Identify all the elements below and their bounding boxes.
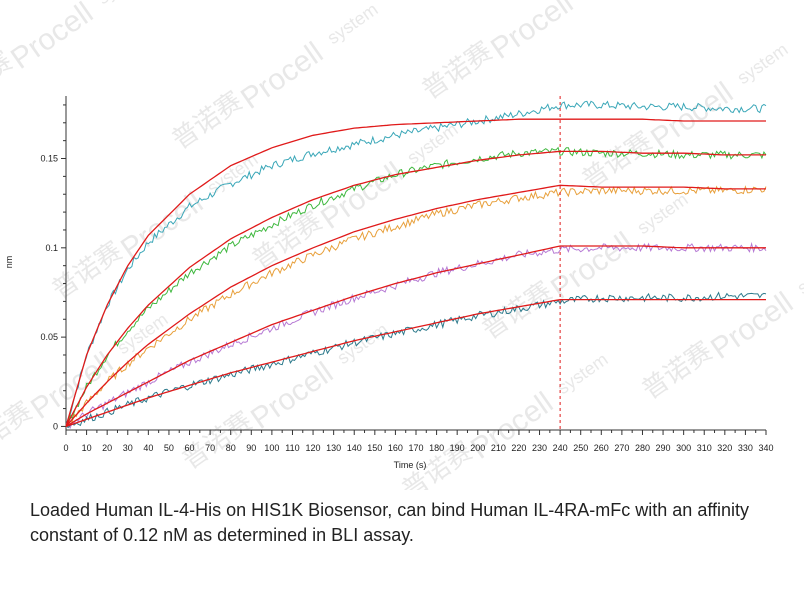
watermark-cn: 普诺赛 bbox=[637, 336, 718, 405]
fit-layer bbox=[65, 118, 766, 428]
watermark-brand: Procell bbox=[315, 156, 409, 236]
x-tick-label: 210 bbox=[491, 443, 506, 453]
x-tick-label: 90 bbox=[246, 443, 256, 453]
watermark-suffix: system bbox=[93, 0, 151, 8]
watermark-brand: Procell bbox=[5, 0, 99, 76]
y-tick-label: 0.05 bbox=[40, 332, 58, 342]
x-tick-label: 40 bbox=[143, 443, 153, 453]
watermark-suffix: system bbox=[733, 39, 791, 88]
x-tick-label: 170 bbox=[408, 443, 423, 453]
x-tick-label: 70 bbox=[205, 443, 215, 453]
fit-curve-4 bbox=[65, 245, 766, 427]
x-tick-label: 100 bbox=[264, 443, 279, 453]
x-tick-label: 80 bbox=[226, 443, 236, 453]
x-tick-label: 200 bbox=[470, 443, 485, 453]
watermark-cn: 普诺赛 bbox=[417, 36, 498, 105]
axes: 0 0.05 0.1 0.15 0 10 20 30 40 50 60 70 80 90 100 110 120… bbox=[4, 96, 774, 470]
x-tick-label: 160 bbox=[388, 443, 403, 453]
x-tick-label: 310 bbox=[697, 443, 712, 453]
y-axis-label: nm bbox=[4, 256, 14, 269]
watermark-cn: 普诺赛 bbox=[177, 406, 258, 475]
x-tick-label: 110 bbox=[285, 443, 299, 453]
fit-curve-5 bbox=[65, 298, 766, 428]
x-tick-label: 250 bbox=[573, 443, 588, 453]
x-tick-label: 10 bbox=[82, 443, 92, 453]
y-tick-label: 0.1 bbox=[45, 243, 58, 253]
sensor-trace-3 bbox=[65, 185, 767, 426]
x-tick-label: 280 bbox=[635, 443, 650, 453]
watermark-suffix: system bbox=[323, 0, 381, 48]
x-tick-label: 140 bbox=[347, 443, 362, 453]
watermark-brand: Procell bbox=[645, 76, 739, 156]
watermark-brand: Procell bbox=[485, 0, 579, 66]
watermark-cn: 普诺赛 bbox=[167, 86, 248, 155]
watermark-suffix: system bbox=[553, 349, 611, 398]
sensor-trace-2 bbox=[65, 146, 767, 425]
x-tick-label: 120 bbox=[306, 443, 321, 453]
fit-curve-3 bbox=[65, 184, 766, 427]
x-tick-label: 270 bbox=[614, 443, 629, 453]
x-tick-label: 320 bbox=[717, 443, 732, 453]
x-tick-label: 230 bbox=[532, 443, 547, 453]
watermark-brand: Procell bbox=[705, 286, 799, 366]
x-tick-label: 0 bbox=[63, 443, 68, 453]
fit-curve-2 bbox=[65, 150, 766, 427]
watermark-suffix: system bbox=[793, 249, 804, 298]
watermark-suffix: system bbox=[403, 119, 461, 168]
x-tick-label: 180 bbox=[429, 443, 444, 453]
x-tick-label: 30 bbox=[123, 443, 133, 453]
x-tick-label: 290 bbox=[656, 443, 671, 453]
x-tick-label: 50 bbox=[164, 443, 174, 453]
x-tick-label: 190 bbox=[450, 443, 465, 453]
binding-kinetics-chart: Procellsystem普诺赛Procellsystem普诺赛Procells… bbox=[0, 0, 804, 490]
watermark-layer: Procellsystem普诺赛Procellsystem普诺赛Procells… bbox=[0, 0, 804, 490]
sensor-trace-1 bbox=[65, 100, 767, 427]
y-tick-label: 0 bbox=[53, 421, 58, 431]
watermark-brand: Procell bbox=[545, 226, 639, 306]
watermark-cn: 普诺赛 bbox=[477, 276, 558, 345]
x-tick-label: 340 bbox=[758, 443, 773, 453]
watermark-brand: Procell bbox=[235, 36, 329, 116]
watermark-brand: Procell bbox=[465, 386, 559, 466]
x-tick-label: 220 bbox=[511, 443, 526, 453]
watermark-brand: Procell bbox=[115, 186, 209, 266]
x-tick-label: 150 bbox=[367, 443, 382, 453]
x-tick-label: 260 bbox=[594, 443, 609, 453]
watermark-cn: 普诺赛 bbox=[47, 236, 128, 305]
x-tick-label: 300 bbox=[676, 443, 691, 453]
figure-caption: Loaded Human IL-4-His on HIS1K Biosensor… bbox=[30, 500, 750, 545]
watermark-cn: 普诺赛 bbox=[577, 126, 658, 195]
x-tick-label: 130 bbox=[326, 443, 341, 453]
x-tick-label: 330 bbox=[738, 443, 753, 453]
watermark-suffix: system bbox=[633, 189, 691, 238]
x-tick-label: 60 bbox=[185, 443, 195, 453]
x-axis-label: Time (s) bbox=[394, 460, 427, 470]
y-tick-label: 0.15 bbox=[40, 154, 58, 164]
sensor-trace-5 bbox=[65, 291, 767, 429]
x-tick-label: 20 bbox=[102, 443, 112, 453]
fit-curve-1 bbox=[65, 118, 766, 427]
x-tick-label: 240 bbox=[553, 443, 568, 453]
